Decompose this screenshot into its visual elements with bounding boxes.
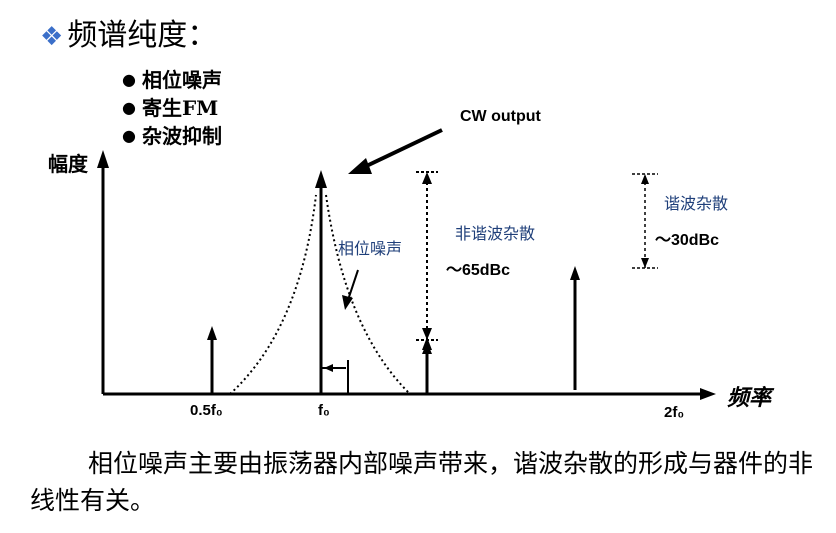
phase-noise-pointer <box>347 269 359 301</box>
harmonic-level: ～30dBc <box>655 232 720 249</box>
phase-noise-skirt <box>229 194 317 395</box>
spur-arrowhead <box>570 266 580 280</box>
x-tick-label: 2f₀ <box>664 404 685 421</box>
phase-noise-label: 相位噪声 <box>338 239 403 258</box>
bullet-item: ● 杂波抑制 <box>122 124 222 148</box>
bullet-dot-icon: ● <box>122 70 136 89</box>
cw-pointer-line <box>357 128 443 172</box>
diamond-bullet-icon: ❖ <box>40 22 64 52</box>
nonharmonic-spur-label: 非谐波杂散 <box>455 224 536 243</box>
y-axis-arrowhead <box>97 150 109 168</box>
x-tick-label: 0.5f₀ <box>190 402 223 419</box>
bullet-dot-icon: ● <box>122 126 136 145</box>
cw-output-label: CW output <box>460 108 541 125</box>
title-text: 频谱纯度： <box>67 18 218 53</box>
bullet-list: ● 相位噪声 ● 寄生FM ● 杂波抑制 <box>122 66 222 150</box>
dbc30-bottom-arrow <box>641 258 649 268</box>
dbc65-top-arrow <box>422 172 432 184</box>
dbc65-bottom-arrow <box>422 342 432 354</box>
spur-arrowhead <box>207 326 217 340</box>
slide-title: ❖ 频谱纯度： <box>40 10 217 54</box>
dbc65-bottom-arrow <box>422 328 432 340</box>
harmonic-spur-label: 谐波杂散 <box>664 194 729 213</box>
phase-noise-arrowhead <box>342 295 353 310</box>
y-axis-label: 幅度 <box>48 152 88 176</box>
offset-arrowhead <box>324 364 333 372</box>
carrier-arrowhead <box>315 170 327 188</box>
x-tick-label: f₀ <box>318 402 330 419</box>
bullet-item: ● 相位噪声 <box>122 68 222 92</box>
cw-pointer-arrowhead <box>348 158 372 174</box>
nonharmonic-level: ～65dBc <box>446 262 511 279</box>
phase-noise-skirt <box>325 194 411 395</box>
body-paragraph: 相位噪声主要由振荡器内部噪声带来，谐波杂散的形成与器件的非线性有关。 <box>30 449 814 515</box>
dbc30-top-arrow <box>641 174 649 184</box>
x-axis-label: 频率 <box>727 385 772 411</box>
x-axis-arrowhead <box>700 388 716 400</box>
bullet-dot-icon: ● <box>122 98 136 117</box>
bullet-item: ● 寄生FM <box>122 96 219 120</box>
